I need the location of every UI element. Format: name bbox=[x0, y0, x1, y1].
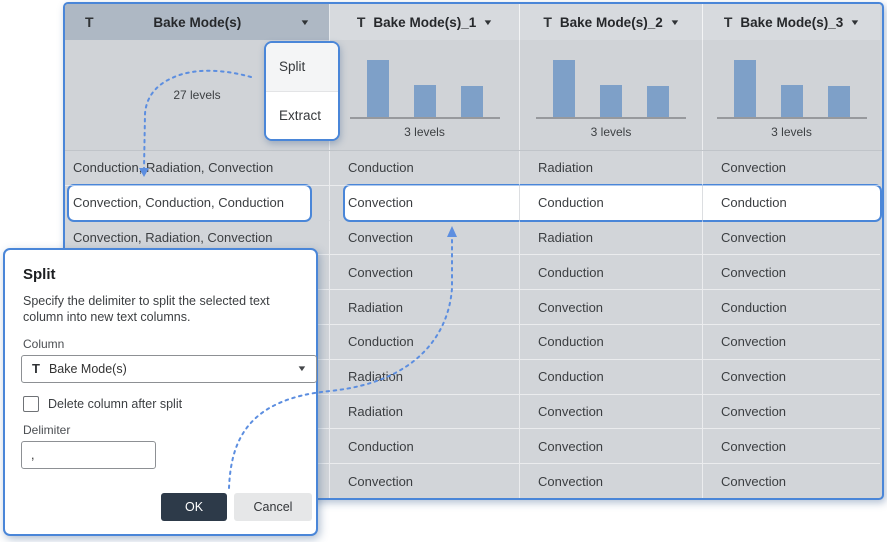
bar-group bbox=[366, 60, 483, 117]
levels-count-label: 27 levels bbox=[173, 88, 221, 102]
table-cell[interactable]: Convection bbox=[330, 185, 520, 221]
dialog-title: Split bbox=[23, 266, 56, 283]
level-bar[interactable] bbox=[553, 60, 575, 117]
menu-item-split[interactable]: Split bbox=[266, 43, 338, 92]
levels-bar-chart: 3 levels bbox=[520, 40, 702, 150]
table-cell[interactable]: Conduction bbox=[520, 359, 703, 395]
column-header-label: Bake Mode(s)_3 bbox=[740, 14, 844, 30]
delete-column-checkbox-label: Delete column after split bbox=[48, 396, 183, 411]
column-summary-1[interactable]: 3 levels bbox=[330, 40, 520, 150]
table-cell[interactable]: Convection bbox=[520, 464, 703, 498]
table-cell[interactable]: Convection bbox=[703, 151, 880, 186]
table-cell[interactable]: Conduction bbox=[330, 429, 520, 465]
delimiter-input[interactable] bbox=[21, 440, 156, 469]
column-field-label: Column bbox=[23, 336, 65, 351]
table-cell[interactable]: Convection bbox=[330, 464, 520, 498]
levels-count-label: 3 levels bbox=[771, 125, 812, 139]
table-cell[interactable]: Conduction bbox=[721, 195, 787, 211]
table-cell[interactable]: Conduction bbox=[520, 255, 703, 291]
levels-count-label: 3 levels bbox=[590, 125, 632, 139]
table-cell[interactable]: Convection bbox=[703, 325, 880, 360]
table-cell[interactable]: Convection bbox=[703, 255, 880, 291]
table-cell[interactable]: Radiation bbox=[520, 151, 703, 186]
text-type-icon: T bbox=[356, 14, 366, 30]
table-cell[interactable]: Radiation bbox=[330, 394, 520, 430]
table-cell[interactable]: Conduction bbox=[520, 185, 703, 221]
ok-button[interactable]: OK bbox=[161, 493, 227, 521]
column-header-label: Bake Mode(s)_2 bbox=[559, 14, 663, 30]
level-bar[interactable] bbox=[600, 85, 622, 117]
table-cell[interactable]: Convection bbox=[520, 394, 703, 430]
table-cell[interactable]: Convection bbox=[520, 429, 703, 465]
column-header-3[interactable]: T Bake Mode(s)_3 ▼ bbox=[703, 4, 880, 40]
text-type-icon: T bbox=[85, 14, 94, 30]
levels-bar-chart: 3 levels bbox=[703, 40, 880, 150]
column-summary-3[interactable]: 3 levels bbox=[703, 40, 880, 150]
chart-axis-line bbox=[536, 117, 686, 119]
levels-bar-chart: 3 levels bbox=[330, 40, 519, 150]
cancel-button[interactable]: Cancel bbox=[234, 493, 312, 521]
table-cell[interactable]: Convection bbox=[330, 220, 520, 256]
level-bar[interactable] bbox=[647, 86, 669, 117]
selected-cell-highlight bbox=[67, 183, 312, 222]
column-header-0[interactable]: T Bake Mode(s) ▼ bbox=[65, 4, 330, 40]
table-summary-row: 27 levels 3 levels 3 levels 3 levels bbox=[65, 40, 882, 151]
text-type-icon: T bbox=[723, 14, 733, 30]
table-cell[interactable]: Conduction, Radiation, Convection bbox=[65, 151, 330, 186]
table-cell[interactable]: Convection, Conduction, Conduction bbox=[65, 185, 330, 221]
text-type-icon: T bbox=[32, 361, 40, 376]
column-select-value: Bake Mode(s) bbox=[48, 361, 127, 376]
column-summary-2[interactable]: 3 levels bbox=[520, 40, 703, 150]
table-cell[interactable]: Conduction bbox=[703, 290, 880, 325]
table-cell[interactable]: Convection bbox=[703, 429, 880, 465]
level-bar[interactable] bbox=[733, 60, 756, 117]
table-cell[interactable]: Conduction bbox=[330, 151, 520, 186]
table-cell[interactable]: Convection bbox=[330, 255, 520, 291]
chevron-down-icon[interactable]: ▼ bbox=[669, 17, 681, 27]
level-bar[interactable] bbox=[413, 85, 436, 117]
level-bar[interactable] bbox=[460, 86, 483, 117]
chevron-down-icon[interactable]: ▼ bbox=[299, 17, 311, 27]
split-dialog: Split Specify the delimiter to split the… bbox=[3, 248, 318, 536]
chart-axis-line bbox=[716, 117, 867, 119]
table-cell[interactable]: Convection bbox=[703, 221, 880, 256]
column-header-label: Bake Mode(s)_1 bbox=[373, 14, 477, 30]
menu-item-extract[interactable]: Extract bbox=[266, 91, 338, 139]
table-header-row: T Bake Mode(s) ▼ T Bake Mode(s)_1 ▼ T Bake Mode… bbox=[65, 4, 882, 40]
column-context-menu: Split Extract bbox=[264, 41, 340, 141]
delete-column-checkbox[interactable] bbox=[23, 395, 39, 412]
bar-group bbox=[553, 60, 669, 117]
text-type-icon: T bbox=[543, 14, 552, 30]
bar-group bbox=[733, 60, 850, 117]
table-cell[interactable]: Convection bbox=[520, 290, 703, 325]
table-cell[interactable]: Convection bbox=[703, 464, 880, 498]
column-select[interactable]: T Bake Mode(s) ▼ bbox=[21, 354, 317, 383]
level-bar[interactable] bbox=[827, 86, 850, 117]
chevron-down-icon[interactable]: ▼ bbox=[849, 17, 861, 27]
delimiter-field-label: Delimiter bbox=[23, 422, 71, 437]
table-cell[interactable]: Radiation bbox=[330, 290, 520, 325]
table-row: Conduction, Radiation, Convection Conduct… bbox=[65, 151, 882, 186]
table-cell[interactable]: Convection bbox=[703, 395, 880, 430]
table-cell[interactable]: Radiation bbox=[520, 220, 703, 256]
selected-row-highlight bbox=[343, 183, 882, 222]
table-cell[interactable]: Radiation bbox=[330, 359, 520, 395]
chevron-down-icon: ▼ bbox=[296, 364, 308, 373]
chevron-down-icon[interactable]: ▼ bbox=[482, 17, 494, 27]
chart-axis-line bbox=[349, 117, 500, 119]
level-bar[interactable] bbox=[780, 85, 803, 117]
level-bar[interactable] bbox=[366, 60, 389, 117]
column-header-2[interactable]: T Bake Mode(s)_2 ▼ bbox=[520, 4, 703, 40]
table-row: Convection, Conduction, Conduction Convec… bbox=[65, 183, 882, 222]
table-cell[interactable]: Conduction bbox=[520, 324, 703, 360]
column-header-1[interactable]: T Bake Mode(s)_1 ▼ bbox=[330, 4, 520, 40]
column-header-label: Bake Mode(s) bbox=[153, 14, 242, 30]
table-cell[interactable]: Convection bbox=[703, 360, 880, 395]
table-cell[interactable]: Conduction bbox=[330, 324, 520, 360]
levels-count-label: 3 levels bbox=[404, 125, 445, 139]
dialog-description: Specify the delimiter to split the selec… bbox=[23, 294, 270, 325]
